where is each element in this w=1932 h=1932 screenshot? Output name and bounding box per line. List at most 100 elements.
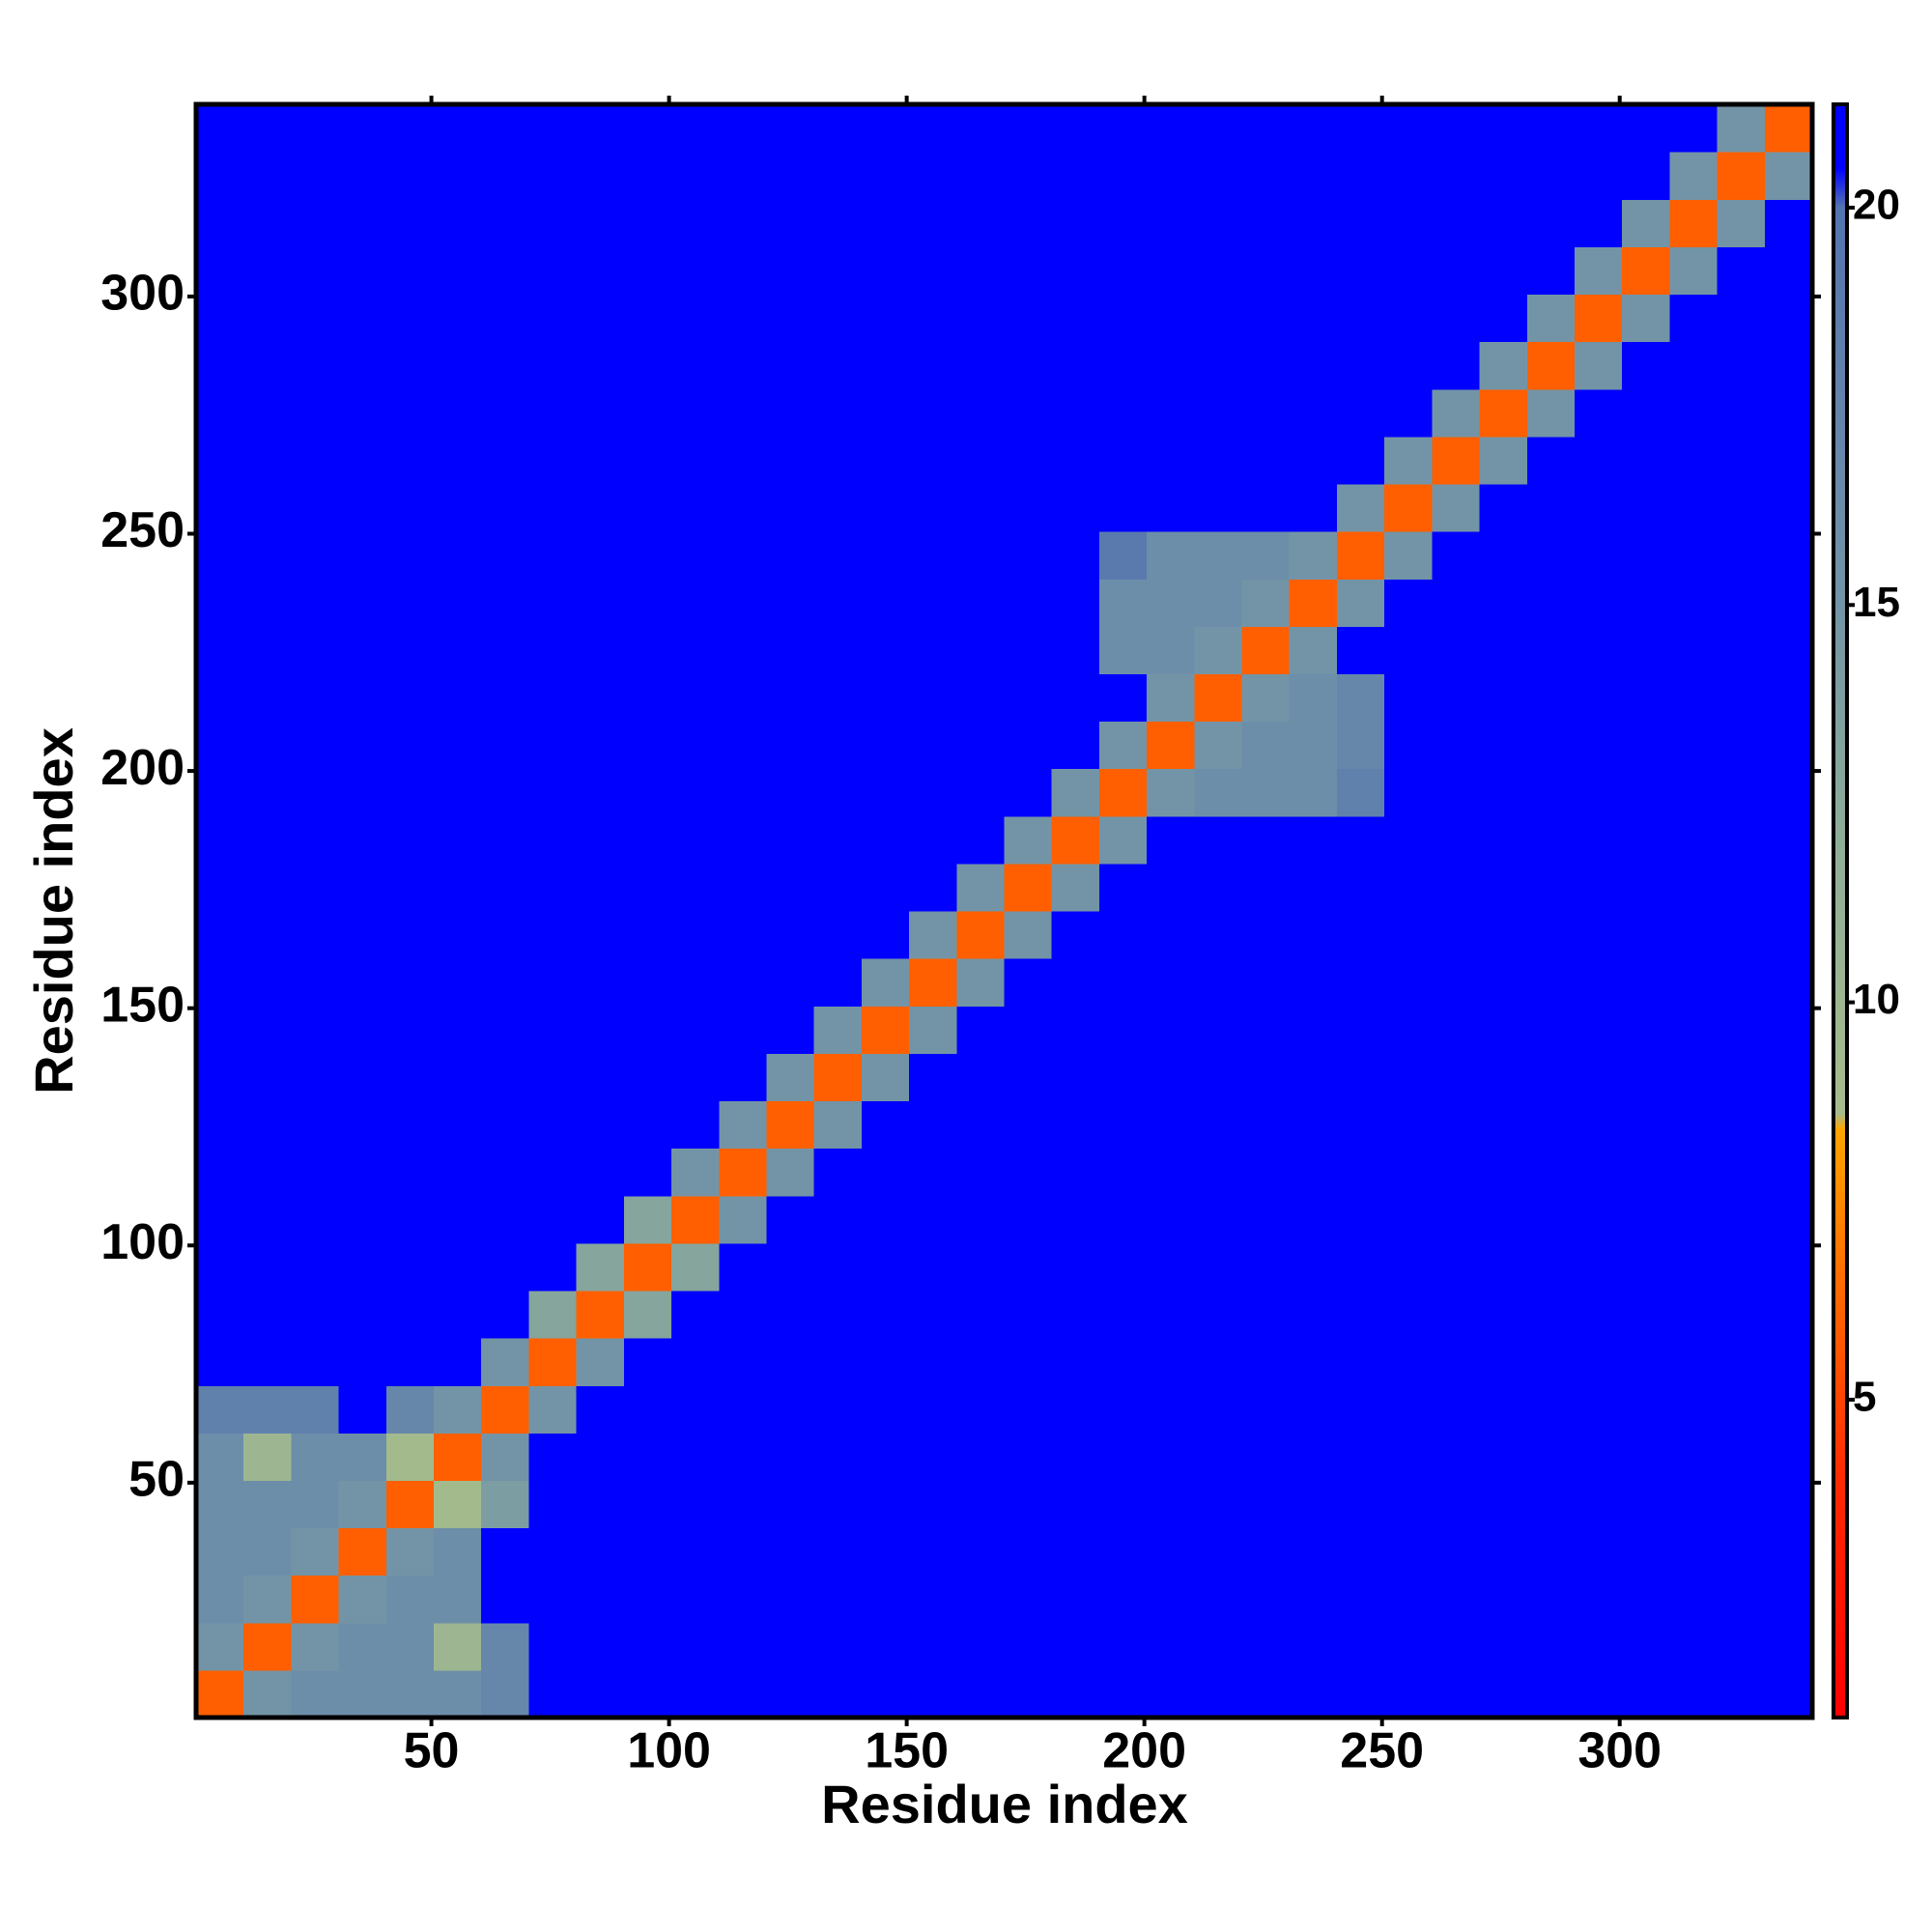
heatmap-cell — [1574, 768, 1623, 817]
heatmap-cell — [1147, 1053, 1195, 1102]
heatmap-cell — [1669, 104, 1719, 153]
heatmap-cell — [1764, 199, 1813, 247]
heatmap-cell — [1764, 1338, 1813, 1386]
heatmap-cell — [1289, 1100, 1338, 1150]
heatmap-cell — [1622, 1480, 1670, 1529]
heatmap-cell — [1147, 531, 1195, 580]
heatmap-cell — [1241, 1527, 1291, 1577]
heatmap-cell — [861, 768, 910, 817]
heatmap-cell — [1289, 1575, 1338, 1624]
heatmap-cell — [1241, 1195, 1291, 1244]
heatmap-cell — [1622, 388, 1670, 438]
heatmap-cell — [1098, 1195, 1148, 1244]
heatmap-cell — [196, 863, 244, 912]
heatmap-cell — [291, 1480, 340, 1529]
heatmap-cell — [1289, 246, 1338, 296]
y-tick-label: 300 — [100, 266, 185, 322]
heatmap-cell — [1574, 1385, 1623, 1434]
heatmap-cell — [1526, 721, 1576, 770]
heatmap-cell — [243, 1575, 293, 1624]
heatmap-cell — [1147, 1290, 1195, 1339]
heatmap-cell — [1004, 673, 1053, 723]
heatmap-cell — [909, 1053, 957, 1102]
heatmap-cell — [1432, 815, 1481, 865]
heatmap-cell — [1004, 911, 1053, 959]
heatmap-cell — [1669, 1433, 1719, 1482]
heatmap-cell — [385, 1290, 435, 1339]
heatmap-cell — [1004, 863, 1053, 912]
heatmap-cell — [1526, 1669, 1576, 1719]
heatmap-cell — [1289, 483, 1338, 532]
heatmap-cell — [1574, 1527, 1623, 1577]
heatmap-cell — [623, 1575, 672, 1624]
heatmap-cell — [243, 341, 293, 390]
heatmap-cell — [576, 579, 625, 627]
heatmap-cell — [338, 1622, 387, 1671]
heatmap-cell — [1479, 673, 1528, 723]
heatmap-cell — [1336, 815, 1385, 865]
heatmap-cell — [243, 958, 293, 1007]
heatmap-cell — [1289, 673, 1338, 723]
heatmap-cell — [1289, 1195, 1338, 1244]
heatmap-cell — [1336, 531, 1385, 580]
heatmap-cell — [196, 1480, 244, 1529]
heatmap-cell — [291, 531, 340, 580]
heatmap-cell — [861, 531, 910, 580]
heatmap-cell — [1432, 152, 1481, 200]
heatmap-cell — [434, 1100, 482, 1150]
heatmap-cell — [1669, 1148, 1719, 1197]
heatmap-cell — [1051, 1053, 1100, 1102]
heatmap-cell — [1479, 388, 1528, 438]
heatmap-cell — [291, 1290, 340, 1339]
heatmap-cell — [623, 199, 672, 247]
heatmap-cell — [719, 1006, 768, 1054]
heatmap-cell — [813, 626, 863, 675]
heatmap-cell — [291, 483, 340, 532]
heatmap-cell — [576, 1290, 625, 1339]
heatmap-cell — [434, 436, 482, 485]
heatmap-cell — [338, 815, 387, 865]
heatmap-cell — [385, 1100, 435, 1150]
heatmap-cell — [861, 1622, 910, 1671]
heatmap-cell — [481, 815, 530, 865]
heatmap-cell — [1147, 246, 1195, 296]
heatmap-cell — [861, 815, 910, 865]
heatmap-cell — [1004, 388, 1053, 438]
heatmap-cell — [1479, 1195, 1528, 1244]
heatmap-cell — [1098, 152, 1148, 200]
heatmap-cell — [671, 1527, 720, 1577]
heatmap-cell — [1051, 341, 1100, 390]
heatmap-cell — [1147, 1669, 1195, 1719]
heatmap-cell — [1432, 246, 1481, 296]
heatmap-cell — [1051, 1527, 1100, 1577]
heatmap-cell — [766, 579, 815, 627]
heatmap-cell — [1764, 863, 1813, 912]
heatmap-cell — [766, 1242, 815, 1292]
heatmap-cell — [671, 1006, 720, 1054]
heatmap-cell — [1241, 1385, 1291, 1434]
heatmap-cell — [1194, 1290, 1243, 1339]
heatmap-cell — [196, 579, 244, 627]
heatmap-cell — [861, 1480, 910, 1529]
heatmap-cell — [623, 1338, 672, 1386]
heatmap-cell — [1051, 1195, 1100, 1244]
heatmap-cell — [623, 341, 672, 390]
heatmap-cell — [1432, 1385, 1481, 1434]
heatmap-cell — [1432, 436, 1481, 485]
heatmap-cell — [1098, 1575, 1148, 1624]
heatmap-cell — [1764, 1575, 1813, 1624]
heatmap-cell — [1574, 436, 1623, 485]
heatmap-cell — [813, 294, 863, 343]
heatmap-cell — [956, 1433, 1006, 1482]
heatmap-cell — [338, 531, 387, 580]
heatmap-cell — [434, 199, 482, 247]
heatmap-cell — [1479, 152, 1528, 200]
heatmap-cell — [909, 721, 957, 770]
heatmap-cell — [481, 626, 530, 675]
heatmap-cell — [671, 673, 720, 723]
heatmap-cell — [385, 152, 435, 200]
heatmap-cell — [909, 863, 957, 912]
heatmap-cell — [1669, 531, 1719, 580]
heatmap-cell — [338, 1053, 387, 1102]
heatmap-cell — [1669, 958, 1719, 1007]
